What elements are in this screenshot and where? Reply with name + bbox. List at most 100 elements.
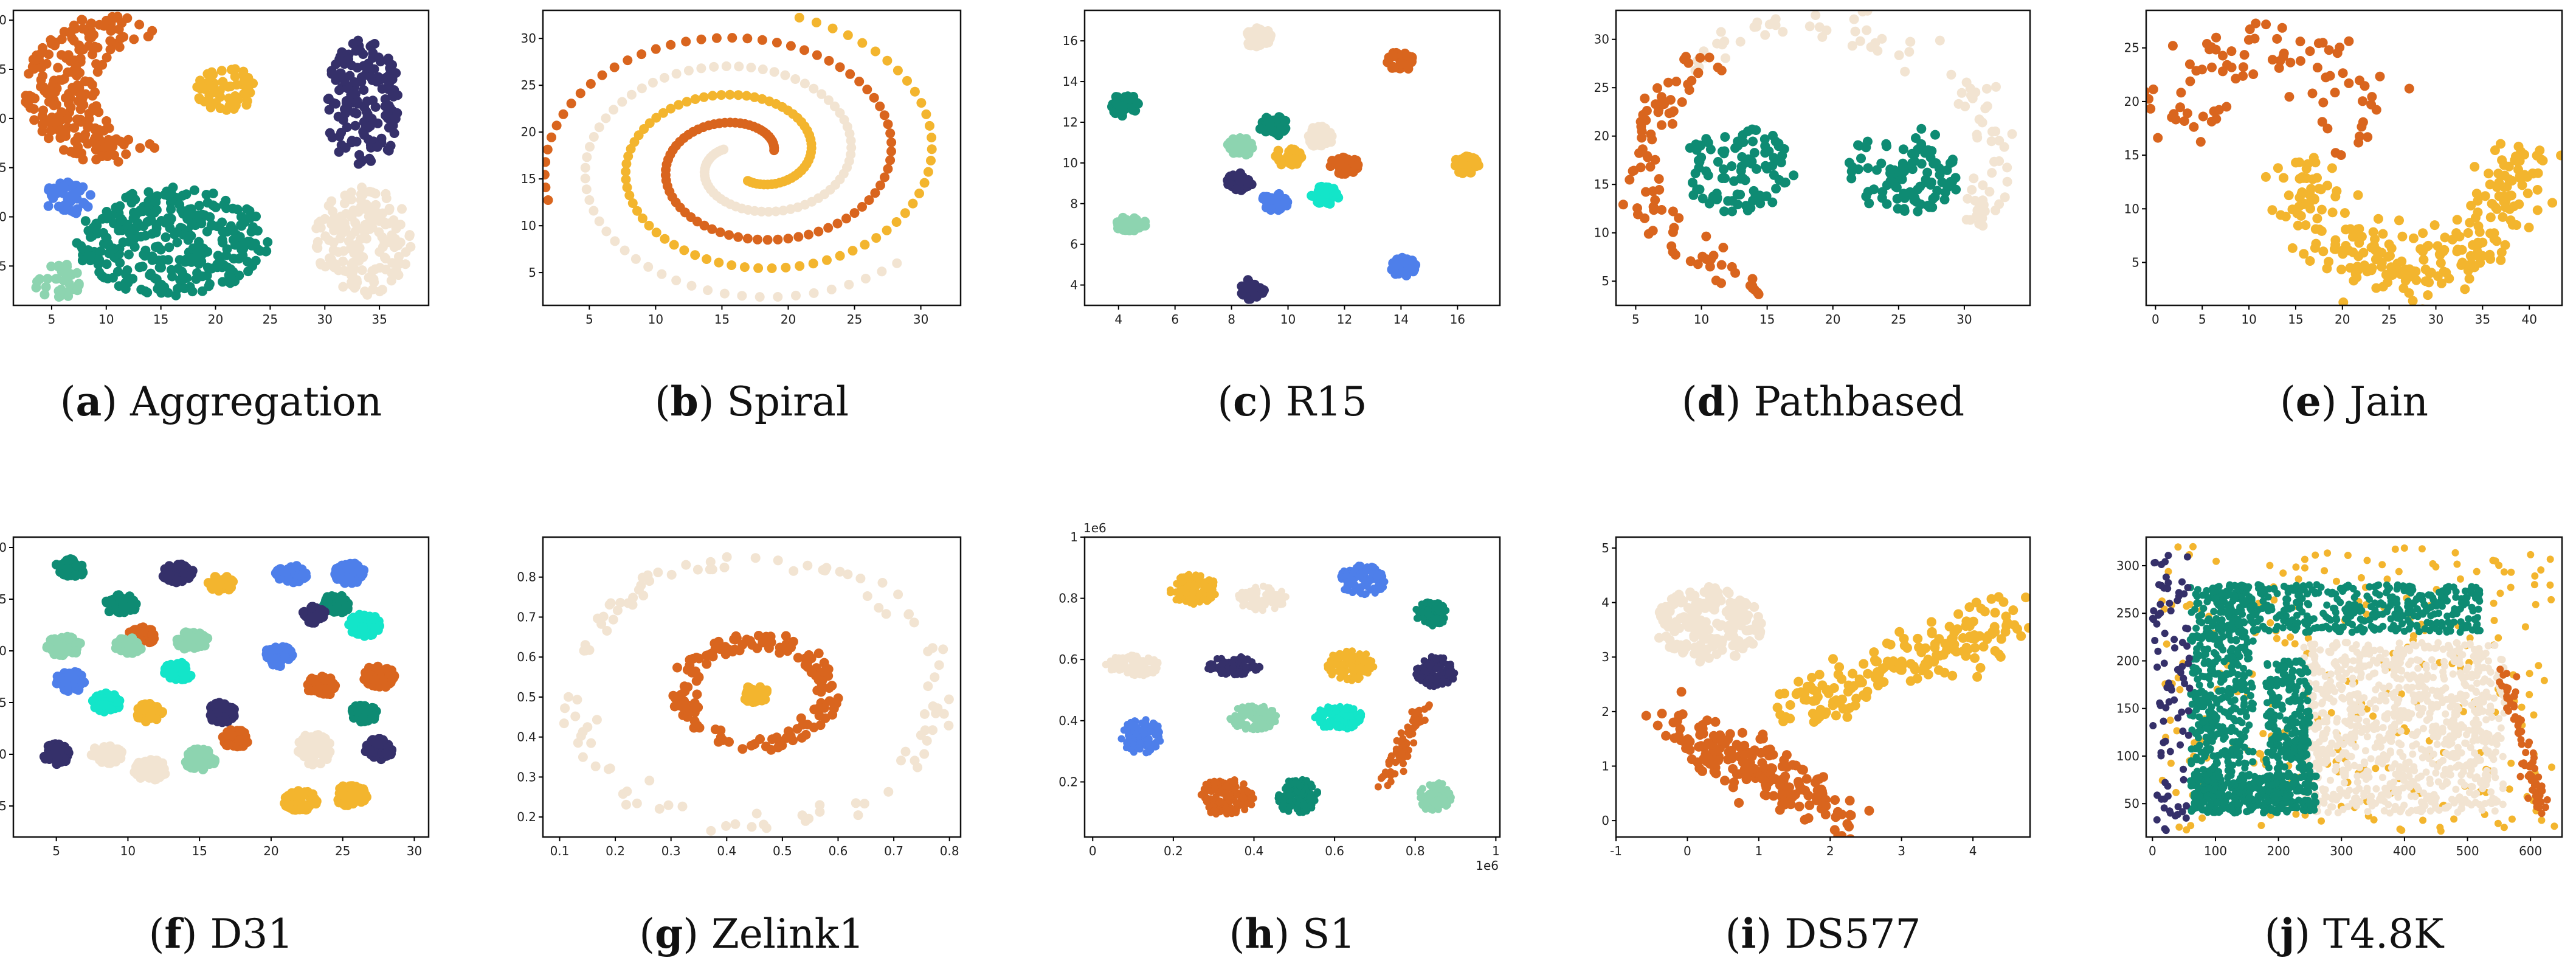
data-point <box>791 290 801 300</box>
data-point <box>1265 33 1275 43</box>
data-point <box>2532 185 2543 195</box>
data-point <box>328 206 338 217</box>
data-point <box>623 151 634 161</box>
series-c15 <box>1237 275 1269 304</box>
data-point <box>2373 251 2383 261</box>
data-point <box>2207 62 2217 72</box>
data-point <box>1318 122 1328 133</box>
data-point <box>585 142 595 152</box>
y-tick-label: 12 <box>1063 115 1078 130</box>
data-point <box>1854 141 1864 151</box>
data-point <box>893 589 903 600</box>
data-point <box>2493 168 2504 179</box>
data-point <box>781 631 791 641</box>
data-point <box>165 673 176 682</box>
series-arm-1 <box>543 33 897 245</box>
data-point <box>758 64 768 74</box>
data-point <box>586 738 596 748</box>
data-point <box>46 126 56 136</box>
data-point <box>1668 106 1679 116</box>
series-c10 <box>1258 189 1293 215</box>
y-tick-label: 5 <box>2132 255 2139 269</box>
data-point <box>620 245 630 255</box>
data-point <box>794 13 804 23</box>
data-point <box>682 97 692 107</box>
data-point <box>2366 99 2377 109</box>
data-point <box>2457 257 2468 268</box>
data-point <box>820 703 830 713</box>
data-point <box>592 715 602 725</box>
data-point <box>621 175 631 184</box>
data-point <box>361 234 371 244</box>
data-point <box>742 33 753 44</box>
data-point <box>883 119 893 130</box>
y-tick-label: 25 <box>0 62 7 77</box>
data-point <box>813 648 824 659</box>
y-tick-label: 20 <box>2124 94 2139 109</box>
data-point <box>38 71 48 81</box>
data-point <box>1946 69 1956 80</box>
data-point <box>187 566 198 576</box>
data-point <box>326 196 337 206</box>
data-point <box>742 91 751 101</box>
series-g21 <box>218 725 252 752</box>
x-tick-label: 5 <box>52 844 60 858</box>
scatter-points <box>559 552 954 836</box>
data-point <box>1986 136 1997 147</box>
data-point <box>1817 32 1828 42</box>
data-point <box>809 83 819 94</box>
data-point <box>721 61 731 71</box>
data-point <box>594 216 604 226</box>
data-point <box>624 190 635 201</box>
data-point <box>721 821 731 831</box>
data-point <box>854 77 865 86</box>
data-point <box>814 710 824 721</box>
data-point <box>252 226 263 236</box>
data-point <box>283 644 293 654</box>
series-g17 <box>88 688 125 717</box>
data-point <box>372 142 382 152</box>
data-point <box>1637 144 1648 155</box>
plot-frame <box>542 536 962 838</box>
data-point <box>72 561 82 571</box>
x-tick-label: 35 <box>371 312 387 327</box>
data-point <box>927 133 937 143</box>
data-point <box>823 95 834 105</box>
data-point <box>875 101 885 111</box>
data-point <box>2404 83 2414 94</box>
data-point <box>601 226 612 237</box>
plot-frame <box>1083 9 1501 307</box>
series-s1 <box>1167 571 1219 608</box>
x-tick-label: 30 <box>913 312 928 327</box>
data-point <box>2418 228 2428 238</box>
data-point <box>2501 203 2511 213</box>
data-point <box>677 801 688 811</box>
data-point <box>130 194 140 204</box>
data-point <box>183 252 193 263</box>
data-point <box>2305 256 2315 266</box>
data-point <box>1268 195 1278 205</box>
data-point <box>1128 105 1138 115</box>
data-point <box>364 122 374 131</box>
data-point <box>210 202 221 212</box>
data-point <box>1928 193 1938 204</box>
y-tick-label: 15 <box>521 172 536 186</box>
data-point <box>2355 75 2364 86</box>
data-point <box>593 613 603 623</box>
data-point <box>348 38 358 49</box>
data-point <box>59 181 69 192</box>
data-point <box>29 115 40 125</box>
data-point <box>1253 37 1263 47</box>
data-point <box>381 748 391 759</box>
x-tick-label: 25 <box>2381 312 2397 327</box>
data-point <box>329 262 339 273</box>
data-point <box>757 94 767 104</box>
data-point <box>743 694 753 704</box>
data-point <box>326 254 336 264</box>
x-tick-label: 30 <box>2428 312 2443 327</box>
data-point <box>263 237 273 247</box>
data-point <box>47 38 57 49</box>
data-point <box>803 662 813 672</box>
data-point <box>151 714 162 724</box>
